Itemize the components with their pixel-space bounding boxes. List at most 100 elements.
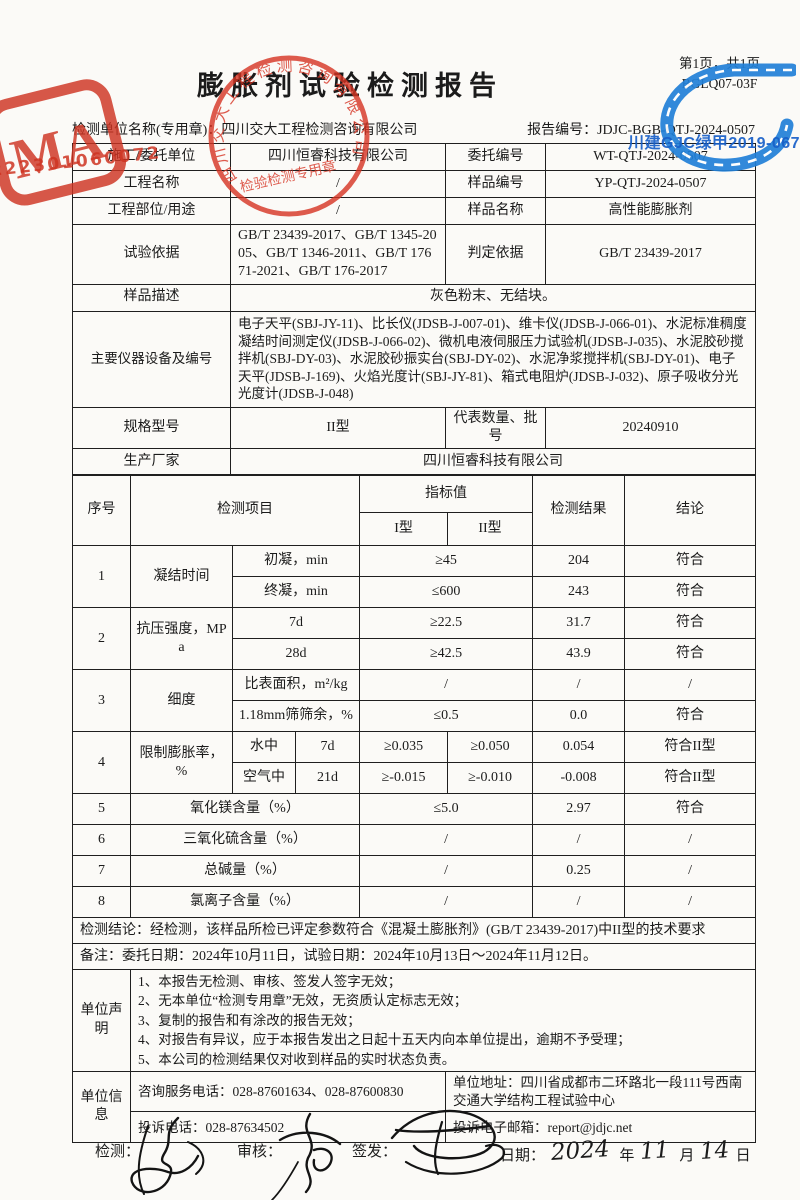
col-header-no: 序号 [72, 474, 131, 547]
complaint-email: 投诉电子邮箱：report@jdjc.net [445, 1111, 756, 1144]
table-row: 4 限制膨胀率，% 水中 7d ≥0.035 ≥0.050 0.054 符合II… [72, 731, 757, 795]
row-subitem: 1.18mm筛筛余，% [231, 700, 361, 733]
table-row: 1.18mm筛筛余，% ≤0.5 0.0 符合 [73, 700, 757, 733]
statement-line: 2、无本单位“检测专用章”无效，无资质认定标志无效； [138, 993, 468, 1009]
row-age: 7d [294, 731, 361, 764]
col-header-index: 指标值 [359, 474, 534, 514]
row-age: 21d [294, 762, 361, 795]
row-result: 243 [532, 576, 626, 609]
remark: 备注：委托日期：2024年10月11日，试验日期：2024年10月13日～202… [71, 943, 757, 971]
row-item: 氯离子含量（%） [129, 886, 361, 919]
reviewer-label: 审核： [237, 1144, 283, 1160]
row-spec-type1: ≥-0.015 [359, 762, 449, 795]
label-sample-desc: 样品描述 [72, 283, 231, 312]
col-header-type2: II型 [447, 512, 534, 547]
issuer-label: 签发： [352, 1144, 398, 1160]
table-row: 终凝，min ≤600 243 符合 [73, 576, 757, 609]
statement-line: 3、复制的报告和有涂改的报告无效； [138, 1012, 361, 1028]
label-judge-basis: 判定依据 [445, 224, 546, 285]
row-spec: ≤0.5 [359, 700, 534, 733]
label-sample-no: 样品编号 [445, 170, 546, 198]
row-conclusion: / [624, 669, 757, 702]
row-spec: / [359, 855, 534, 888]
table-row: 5 氧化镁含量（%） ≤5.0 2.97 符合 [72, 793, 757, 826]
row-result: 31.7 [532, 607, 626, 640]
row-result: 204 [532, 545, 626, 578]
cma-stamp-icon: MA [0, 79, 127, 206]
row-conclusion: 符合 [624, 700, 757, 733]
row-conclusion: 符合 [624, 545, 757, 578]
signature-tester [130, 1116, 205, 1195]
table-row: 工程部位/用途 / 样品名称 高性能膨胀剂 [72, 197, 756, 225]
date-month-handwritten: 11 [639, 1137, 671, 1165]
service-phone: 咨询服务电话：028-87601634、028-87600830 [130, 1071, 446, 1113]
statement-line: 5、本公司的检测结果仅对收到样品的实时状态负责。 [138, 1051, 456, 1067]
row-result: / [532, 886, 626, 919]
row-result: 0.054 [532, 731, 626, 764]
table-row: 空气中 21d ≥-0.015 ≥-0.010 -0.008 符合II型 [73, 762, 757, 795]
value-project-name: / [230, 170, 446, 198]
row-no: 4 [72, 731, 131, 795]
row-result: -0.008 [532, 762, 626, 795]
value-commission-no: WT-QTJ-2024-0507 [545, 143, 756, 171]
row-subitem: 终凝，min [231, 576, 361, 609]
col-header-item: 检测项目 [129, 474, 361, 547]
row-item: 细度 [130, 669, 233, 733]
row-item: 限制膨胀率，% [130, 731, 233, 795]
row-spec: ≤5.0 [359, 793, 534, 826]
row-item: 凝结时间 [130, 545, 233, 609]
label-equipment: 主要仪器设备及编号 [72, 310, 231, 408]
table-row: 6 三氧化硫含量（%） / / / [72, 824, 757, 857]
signature-reviewer [271, 1112, 342, 1200]
row-spec: ≤600 [359, 576, 534, 609]
year-unit: 年 [619, 1148, 635, 1164]
col-header-type1: I型 [359, 512, 449, 547]
table-row: 备注：委托日期：2024年10月11日，试验日期：2024年10月13日～202… [71, 943, 757, 971]
row-spec-type2: ≥0.050 [447, 731, 534, 764]
value-test-basis: GB/T 23439-2017、GB/T 1345-2005、GB/T 1346… [230, 224, 446, 285]
row-conclusion: 符合II型 [624, 762, 757, 795]
day-unit: 日 [735, 1148, 751, 1164]
row-result: 0.25 [532, 855, 626, 888]
info-table: 施工/委托单位 四川恒睿科技有限公司 委托编号 WT-QTJ-2024-0507… [72, 143, 756, 476]
row-subitem: 空气中 [232, 762, 296, 795]
row-no: 8 [72, 886, 131, 919]
row-conclusion: 符合II型 [624, 731, 757, 764]
value-sample-no: YP-QTJ-2024-0507 [545, 170, 756, 198]
label-commission-no: 委托编号 [445, 143, 546, 171]
row-conclusion: 符合 [624, 607, 757, 640]
row-result: / [532, 824, 626, 857]
table-row: 8 氯离子含量（%） / / / [72, 886, 757, 919]
row-item: 抗压强度，MPa [130, 607, 233, 671]
row-spec: ≥45 [359, 545, 534, 578]
row-conclusion: / [624, 855, 757, 888]
tester-label: 检测： [95, 1144, 141, 1160]
table-row: 7 总碱量（%） / 0.25 / [72, 855, 757, 888]
table-row: 生产厂家 四川恒睿科技有限公司 [72, 447, 756, 476]
date-day-handwritten: 14 [699, 1137, 731, 1165]
statement-lines: 1、本报告无检测、审核、签发人签字无效； 2、无本单位“检测专用章”无效，无资质… [130, 968, 756, 1073]
statement-table: 单位声明 1、本报告无检测、审核、签发人签字无效； 2、无本单位“检测专用章”无… [72, 968, 756, 1144]
label-spec-model: 规格型号 [72, 406, 231, 449]
table-row: 1 凝结时间 初凝，min ≥45 204 符合 [72, 545, 757, 609]
row-conclusion: 符合 [624, 793, 757, 826]
unit-address: 单位地址：四川省成都市二环路北一段111号西南交通大学结构工程试验中心 [445, 1071, 756, 1113]
row-conclusion: / [624, 886, 757, 919]
statement-line: 1、本报告无检测、审核、签发人签字无效； [138, 973, 402, 989]
value-manufacturer: 四川恒睿科技有限公司 [230, 447, 756, 476]
row-result: 43.9 [532, 638, 626, 671]
row-item: 三氧化硫含量（%） [129, 824, 361, 857]
signature-issuer [390, 1109, 506, 1176]
test-conclusion: 检测结论：经检测，该样品所检已评定参数符合《混凝土膨胀剂》(GB/T 23439… [71, 917, 757, 945]
report-number: 报告编号：JDJC-BGB-QTJ-2024-0507 [527, 123, 755, 138]
row-spec: / [359, 669, 534, 702]
label-batch: 代表数量、批号 [445, 406, 546, 449]
qualification-stamp-text: 川建GJC绿甲2019-067 [628, 135, 800, 152]
row-spec-type1: ≥0.035 [359, 731, 449, 764]
row-spec: / [359, 886, 534, 919]
row-result: 2.97 [532, 793, 626, 826]
statement-line: 4、对报告有异议，应于本报告发出之日起十五天内向本单位提出，逾期不予受理； [138, 1032, 631, 1048]
label-sample-name: 样品名称 [445, 197, 546, 225]
date-label: 日期： [500, 1148, 546, 1164]
table-row: 单位声明 1、本报告无检测、审核、签发人签字无效； 2、无本单位“检测专用章”无… [72, 968, 756, 1073]
